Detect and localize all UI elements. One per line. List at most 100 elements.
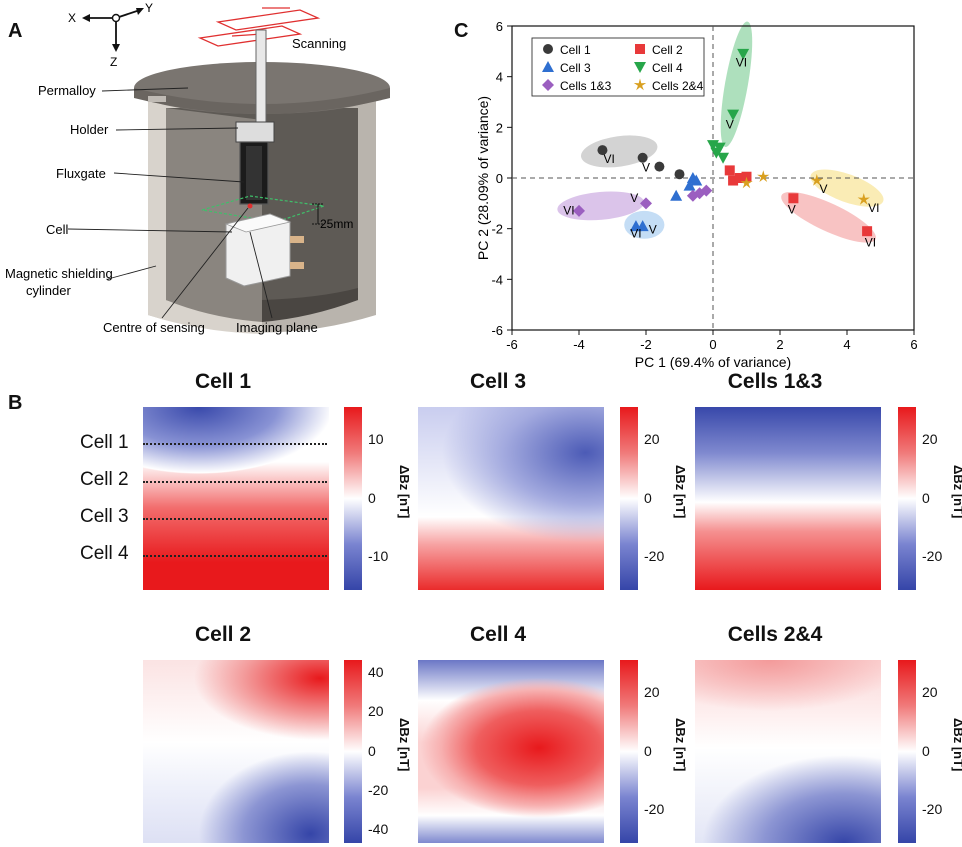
data-point: [654, 161, 665, 172]
colorbar-tick-label: 20: [368, 703, 384, 720]
data-point: [727, 109, 740, 121]
y-tick-label: 0: [496, 171, 503, 186]
x-tick-label: 4: [843, 337, 850, 352]
x-tick-label: 6: [910, 337, 917, 352]
legend-box: [531, 37, 705, 97]
data-point: [857, 193, 870, 205]
colorbar-axis-label: ΔBz [nT]: [951, 464, 962, 518]
row-label-cell-3: Cell 3: [80, 506, 129, 527]
legend-label: Cells 1&3: [560, 79, 612, 93]
legend-label: Cell 2: [652, 43, 683, 57]
legend-label: Cell 1: [560, 43, 591, 57]
heatmap-title: Cell 1: [194, 370, 252, 393]
row-label-cell-1: Cell 1: [80, 432, 129, 453]
axis-z-label: Z: [110, 55, 117, 69]
colorbar-tick-label: -20: [922, 801, 943, 818]
legend-marker: [542, 61, 554, 72]
colorbar-tick-label: 20: [922, 683, 938, 700]
colorbar-tick-label: 0: [922, 742, 930, 759]
colorbar-tick-label: 10: [368, 430, 384, 447]
panel-letter-c: C: [454, 20, 469, 42]
legend-label: Cells 2&4: [652, 79, 704, 93]
colorbar-tick-label: -10: [368, 548, 389, 565]
y-tick-label: -4: [491, 272, 503, 287]
point-annotation: V: [788, 202, 796, 216]
data-point: [717, 152, 730, 164]
cluster-ellipse: [810, 169, 884, 207]
row-guide-line: [143, 555, 327, 557]
row-guide-line: [143, 481, 327, 483]
legend-marker: [543, 44, 553, 54]
colorbar-tick-label: -20: [368, 781, 389, 798]
row-label-cell-4: Cell 4: [80, 543, 129, 564]
panel-letter-b: B: [8, 392, 23, 414]
point-annotation: VI: [736, 56, 747, 70]
cluster-ellipse: [781, 191, 877, 243]
x-tick-label: 2: [776, 337, 783, 352]
colorbar: [344, 660, 362, 843]
heatmap-title: Cell 4: [469, 623, 527, 646]
data-point: [810, 174, 823, 186]
colorbar-axis-label: ΔBz [nT]: [673, 717, 688, 771]
scanning-label: Scanning: [292, 36, 346, 51]
data-point: [674, 169, 685, 180]
colorbar: [344, 407, 362, 590]
x-tick-label: -6: [506, 337, 518, 352]
axis-x-label: X: [68, 11, 76, 25]
data-point: [724, 165, 735, 176]
data-point: [640, 197, 652, 210]
data-point: [740, 176, 753, 189]
apparatus-schematic: X Y Z Scanning 25mm Permalloy Hol: [5, 1, 390, 335]
y-axis-label: PC 2 (28.09% of variance): [475, 96, 491, 260]
distance-label: 25mm: [320, 217, 353, 231]
shield-label-line1: Magnetic shielding: [5, 266, 113, 281]
heatmap-title: Cell 2: [194, 623, 252, 646]
y-tick-label: 4: [496, 70, 503, 85]
data-point: [629, 220, 642, 232]
x-tick-label: 0: [709, 337, 716, 352]
colorbar-tick-label: 0: [922, 489, 930, 506]
data-point: [683, 179, 696, 191]
point-annotation: VI: [563, 204, 574, 218]
data-point: [637, 152, 648, 163]
x-tick-label: -4: [573, 337, 585, 352]
colorbar-tick-label: 0: [644, 742, 652, 759]
colorbar-tick-label: -20: [922, 548, 943, 565]
colorbar-tick-label: 40: [368, 663, 384, 680]
colorbar-tick-label: -20: [644, 801, 665, 818]
colorbar-axis-label: ΔBz [nT]: [397, 464, 412, 518]
data-point: [686, 189, 699, 202]
data-point: [573, 204, 585, 217]
x-tick-label: -2: [640, 337, 652, 352]
colorbar-axis-label: ΔBz [nT]: [673, 464, 688, 518]
point-annotation: VI: [630, 227, 641, 241]
colorbar: [620, 660, 638, 843]
data-point: [862, 226, 873, 237]
heatmap-title: Cells 2&4: [727, 623, 823, 646]
cell-label: Cell: [46, 222, 69, 237]
colorbar: [620, 407, 638, 590]
point-annotation: V: [726, 118, 734, 132]
point-annotation: VI: [868, 201, 879, 215]
data-point: [757, 170, 770, 182]
permalloy-label: Permalloy: [38, 83, 96, 98]
heatmap-title: Cells 1&3: [727, 370, 823, 393]
imaging-plane-label: Imaging plane: [236, 320, 318, 335]
point-annotation: V: [820, 182, 828, 196]
axis-y-label: Y: [145, 1, 153, 15]
data-point: [597, 145, 608, 156]
data-point: [728, 175, 739, 186]
colorbar-tick-label: -20: [644, 548, 665, 565]
point-annotation: VI: [865, 235, 876, 249]
data-point: [670, 189, 683, 201]
pca-scatter-plot: -6 -4 -2 0 2 4 6 6 4 2 0 -2 -4 -6 PC 1 (69.4% of varia…: [475, 19, 918, 370]
heatmap-title: Cell 3: [469, 370, 527, 393]
colorbar-tick-label: 20: [644, 683, 660, 700]
legend-marker: [542, 79, 554, 91]
colorbar: [898, 660, 916, 843]
legend-marker: [633, 78, 647, 91]
data-point: [700, 184, 713, 197]
legend-marker: [634, 62, 646, 73]
y-tick-label: 2: [496, 120, 503, 135]
panel-letter-a: A: [8, 20, 23, 42]
